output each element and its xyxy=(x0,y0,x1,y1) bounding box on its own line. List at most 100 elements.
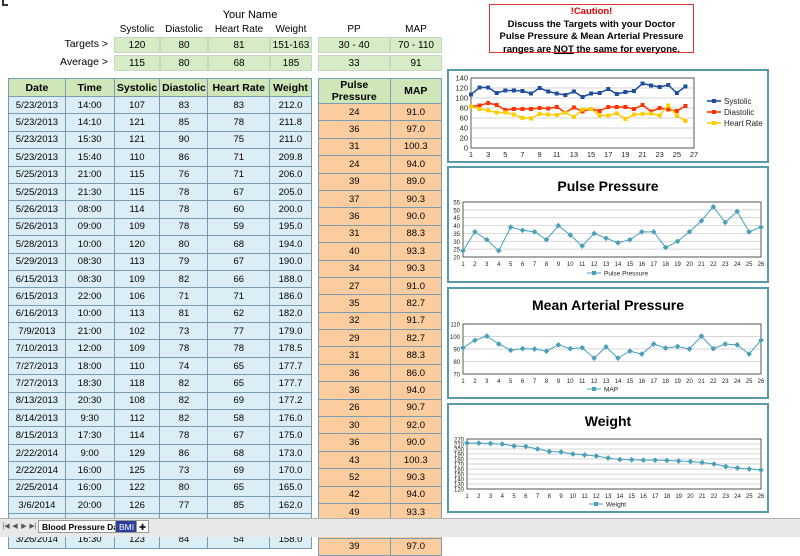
table-cell[interactable]: 18:30 xyxy=(64,374,115,393)
table-cell[interactable]: 24 xyxy=(318,102,391,122)
average-heart-rate[interactable]: 68 xyxy=(208,55,270,71)
table-cell[interactable]: 81 xyxy=(159,304,209,324)
table-cell[interactable]: 90 xyxy=(159,130,209,150)
table-cell[interactable]: 177.7 xyxy=(269,356,312,376)
target-diastolic[interactable]: 80 xyxy=(160,37,208,53)
table-cell[interactable]: 67 xyxy=(207,426,271,445)
table-cell[interactable]: 5/25/2013 xyxy=(8,182,66,202)
table-cell[interactable]: 14:00 xyxy=(64,95,115,115)
table-cell[interactable]: 2/22/2014 xyxy=(8,443,66,463)
table-cell[interactable]: 177.7 xyxy=(269,374,312,393)
table-cell[interactable]: 80 xyxy=(159,235,209,254)
table-cell[interactable]: 177.2 xyxy=(269,391,312,411)
table-cell[interactable]: 6/15/2013 xyxy=(8,287,66,306)
average-diastolic[interactable]: 80 xyxy=(160,55,208,71)
table-cell[interactable]: 175.0 xyxy=(269,426,312,445)
table-cell[interactable]: 86 xyxy=(159,443,209,463)
table-cell[interactable]: 109 xyxy=(113,217,161,237)
table-cell[interactable]: 5/23/2013 xyxy=(8,148,66,167)
table-cell[interactable]: 182.0 xyxy=(269,304,312,324)
table-cell[interactable]: 43 xyxy=(318,450,391,470)
table-cell[interactable]: 73 xyxy=(159,322,209,341)
table-cell[interactable]: 206.0 xyxy=(269,165,312,184)
table-cell[interactable]: 32 xyxy=(318,311,391,331)
table-cell[interactable]: 3/6/2014 xyxy=(8,495,66,515)
average-systolic[interactable]: 115 xyxy=(114,55,160,71)
table-cell[interactable]: 31 xyxy=(318,137,391,157)
table-cell[interactable]: 5/23/2013 xyxy=(8,130,66,150)
table-cell[interactable]: 67 xyxy=(207,252,271,271)
table-cell[interactable]: 66 xyxy=(207,269,271,289)
table-cell[interactable]: 90.3 xyxy=(389,468,442,487)
table-cell[interactable]: 115 xyxy=(113,182,161,202)
table-header[interactable]: Heart Rate xyxy=(207,78,271,97)
table-cell[interactable]: 7/27/2013 xyxy=(8,374,66,393)
table-cell[interactable]: 85 xyxy=(207,495,271,515)
table-cell[interactable]: 7/10/2013 xyxy=(8,339,66,358)
table-cell[interactable]: 212.0 xyxy=(269,95,312,115)
table-cell[interactable]: 10:00 xyxy=(64,304,115,324)
prev-sheet-icon[interactable]: ◀ xyxy=(12,523,18,530)
table-cell[interactable]: 59 xyxy=(207,217,271,237)
table-cell[interactable]: 211.0 xyxy=(269,130,312,150)
table-cell[interactable]: 5/29/2013 xyxy=(8,252,66,271)
table-header[interactable]: Pulse Pressure xyxy=(318,78,391,104)
table-cell[interactable]: 82.7 xyxy=(389,294,442,313)
table-cell[interactable]: 94.0 xyxy=(389,485,442,504)
table-cell[interactable]: 5/26/2013 xyxy=(8,217,66,237)
table-cell[interactable]: 195.0 xyxy=(269,217,312,237)
table-cell[interactable]: 88.3 xyxy=(389,346,442,365)
table-cell[interactable]: 7/9/2013 xyxy=(8,322,66,341)
table-cell[interactable]: 82.7 xyxy=(389,329,442,348)
table-header[interactable]: Systolic xyxy=(113,78,161,97)
table-cell[interactable]: 9:00 xyxy=(64,443,115,463)
table-cell[interactable]: 100.3 xyxy=(389,137,442,157)
pulse-pressure-chart[interactable]: Pulse Pressure 20 25 30 35 40 45 50 55 1 2 3 4 5 6 7 8 9… xyxy=(447,166,769,283)
table-cell[interactable]: 15:40 xyxy=(64,148,115,167)
table-cell[interactable]: 80 xyxy=(159,478,209,497)
table-cell[interactable]: 35 xyxy=(318,294,391,313)
table-cell[interactable]: 27 xyxy=(318,276,391,296)
table-cell[interactable]: 68 xyxy=(207,235,271,254)
table-cell[interactable]: 85 xyxy=(159,113,209,132)
table-cell[interactable]: 194.0 xyxy=(269,235,312,254)
table-cell[interactable]: 21:30 xyxy=(64,182,115,202)
table-cell[interactable]: 90.3 xyxy=(389,189,442,209)
table-cell[interactable]: 78 xyxy=(207,339,271,358)
table-cell[interactable]: 109 xyxy=(113,339,161,358)
table-cell[interactable]: 40 xyxy=(318,242,391,261)
table-cell[interactable]: 97.0 xyxy=(389,120,442,139)
table-cell[interactable]: 39 xyxy=(318,172,391,191)
table-cell[interactable]: 113 xyxy=(113,252,161,271)
table-cell[interactable]: 78 xyxy=(159,217,209,237)
table-cell[interactable]: 30 xyxy=(318,416,391,435)
table-cell[interactable]: 69 xyxy=(207,461,271,480)
table-cell[interactable]: 20:30 xyxy=(64,391,115,411)
table-cell[interactable]: 5/28/2013 xyxy=(8,235,66,254)
table-cell[interactable]: 190.0 xyxy=(269,252,312,271)
table-cell[interactable]: 82 xyxy=(159,269,209,289)
table-cell[interactable]: 91.7 xyxy=(389,311,442,331)
table-cell[interactable]: 14:10 xyxy=(64,113,115,132)
table-cell[interactable]: 121 xyxy=(113,113,161,132)
table-cell[interactable]: 188.0 xyxy=(269,269,312,289)
table-cell[interactable]: 83 xyxy=(159,95,209,115)
table-cell[interactable]: 90.7 xyxy=(389,398,442,418)
bp-chart[interactable]: 0 20 40 60 80 100 120 140 1 3 5 7 9 11 13 15 17 19 21 23 25 2… xyxy=(447,69,769,163)
table-cell[interactable]: 115 xyxy=(113,165,161,184)
table-cell[interactable]: 76 xyxy=(159,165,209,184)
table-cell[interactable]: 08:00 xyxy=(64,200,115,219)
table-cell[interactable]: 82 xyxy=(159,391,209,411)
table-cell[interactable]: 65 xyxy=(207,374,271,393)
table-cell[interactable]: 36 xyxy=(318,381,391,400)
table-cell[interactable]: 12:00 xyxy=(64,339,115,358)
table-cell[interactable]: 78 xyxy=(207,113,271,132)
table-cell[interactable]: 90.3 xyxy=(389,259,442,278)
table-cell[interactable]: 102 xyxy=(113,322,161,341)
table-cell[interactable]: 36 xyxy=(318,363,391,383)
table-cell[interactable]: 126 xyxy=(113,495,161,515)
table-cell[interactable]: 09:00 xyxy=(64,217,115,237)
table-cell[interactable]: 179.0 xyxy=(269,322,312,341)
table-cell[interactable]: 62 xyxy=(207,304,271,324)
table-cell[interactable]: 5/23/2013 xyxy=(8,113,66,132)
